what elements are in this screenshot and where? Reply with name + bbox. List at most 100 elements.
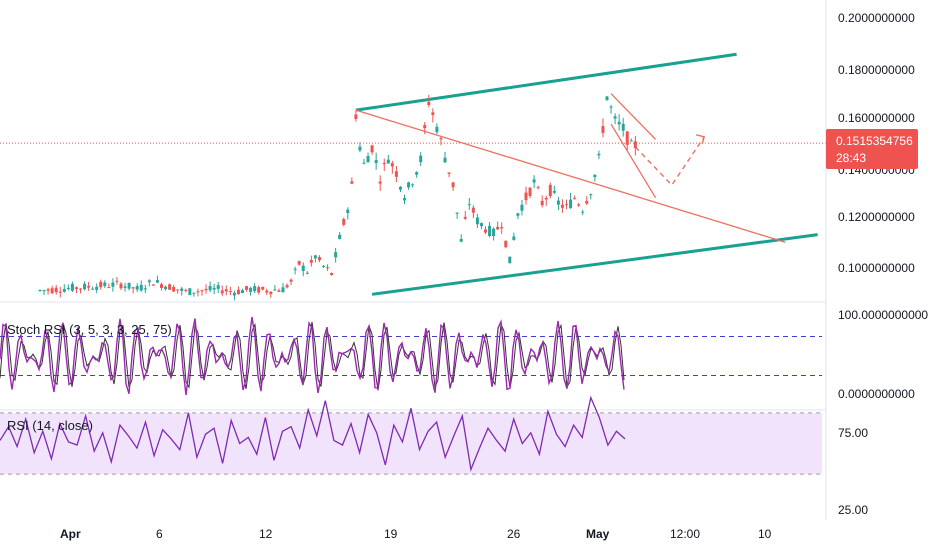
candle-body bbox=[168, 284, 172, 290]
candle-body bbox=[560, 204, 564, 208]
time-tick-12: 12 bbox=[259, 527, 273, 541]
candle-body bbox=[427, 101, 431, 105]
candle-body bbox=[220, 290, 224, 294]
candle-body bbox=[374, 160, 378, 164]
candle-body bbox=[204, 288, 208, 291]
stoch-k-line bbox=[0, 316, 625, 396]
last-price-tag-bg bbox=[826, 129, 918, 169]
price-tick-0: 0.2000000000 bbox=[838, 11, 915, 25]
candle-body bbox=[228, 291, 232, 293]
candle-body bbox=[281, 287, 285, 293]
candle-body bbox=[265, 290, 269, 293]
candle-body bbox=[581, 211, 585, 213]
candle-body bbox=[536, 187, 540, 189]
candle-body bbox=[471, 207, 475, 213]
candle-body bbox=[58, 291, 62, 293]
candle-body bbox=[212, 287, 216, 290]
rsi-pane[interactable] bbox=[0, 395, 822, 475]
candle-body bbox=[123, 286, 127, 288]
candle-body bbox=[50, 288, 54, 294]
descending-trend-line bbox=[355, 109, 786, 243]
candle-body bbox=[131, 287, 135, 289]
candle-body bbox=[540, 200, 544, 206]
candle-body bbox=[107, 287, 111, 289]
candle-body bbox=[585, 200, 589, 204]
candle-body bbox=[147, 280, 151, 283]
candle-body bbox=[305, 272, 309, 274]
candle-body bbox=[245, 286, 249, 290]
candle-body bbox=[326, 267, 330, 269]
candle-body bbox=[273, 289, 277, 291]
candle-body bbox=[346, 209, 350, 213]
candle-body bbox=[544, 197, 548, 200]
candle-body bbox=[613, 116, 617, 119]
candle-body bbox=[164, 286, 168, 290]
last-price-value: 0.1515354756 bbox=[836, 134, 913, 148]
candle-body bbox=[139, 284, 143, 291]
candle-body bbox=[188, 288, 192, 295]
flag-lower-line bbox=[610, 123, 657, 199]
rsi-label[interactable]: RSI (14, close) bbox=[7, 418, 93, 433]
stoch-rsi-pane[interactable] bbox=[0, 316, 822, 396]
candle-body bbox=[496, 226, 500, 230]
candle-body bbox=[439, 138, 443, 140]
rsi-axis-tick-25: 25.00 bbox=[838, 503, 868, 517]
candle-body bbox=[309, 259, 313, 263]
candle-body bbox=[172, 286, 176, 292]
price-tick-2: 0.1600000000 bbox=[838, 111, 915, 125]
price-tick-5: 0.1000000000 bbox=[838, 261, 915, 275]
candle-body bbox=[277, 290, 281, 292]
candle-body bbox=[91, 288, 95, 290]
drawings-layer[interactable] bbox=[355, 52, 818, 296]
candle-body bbox=[74, 287, 78, 290]
candle-body bbox=[459, 238, 463, 242]
candle-body bbox=[176, 289, 180, 291]
stoch-axis-tick-0: 0.0000000000 bbox=[838, 387, 915, 401]
candle-body bbox=[516, 213, 520, 216]
time-tick-10: 10 bbox=[758, 527, 772, 541]
candle-body bbox=[378, 181, 382, 184]
candle-body bbox=[257, 287, 261, 293]
candle-body bbox=[593, 174, 597, 178]
candle-body bbox=[431, 112, 435, 115]
candle-body bbox=[362, 162, 366, 164]
candle-body bbox=[42, 290, 46, 292]
time-axis[interactable]: Apr 6 12 19 26 May 12:00 10 bbox=[60, 527, 772, 541]
candle-body bbox=[46, 289, 50, 291]
candle-body bbox=[589, 194, 593, 196]
price-tick-4: 0.1200000000 bbox=[838, 210, 915, 224]
time-tick-26: 26 bbox=[507, 527, 521, 541]
candle-body bbox=[492, 228, 496, 237]
candles-layer bbox=[38, 94, 637, 301]
candle-body bbox=[435, 126, 439, 133]
candle-body bbox=[241, 290, 244, 294]
candle-body bbox=[403, 198, 406, 201]
stoch-rsi-label[interactable]: Stoch RSI (3, 5, 3, 3, 25, 75) bbox=[7, 322, 172, 337]
time-tick-may: May bbox=[586, 527, 610, 541]
candle-body bbox=[232, 292, 236, 296]
candle-body bbox=[358, 146, 362, 151]
time-tick-19: 19 bbox=[384, 527, 398, 541]
candle-body bbox=[354, 114, 358, 119]
candle-body bbox=[115, 280, 119, 282]
candle-body bbox=[386, 159, 390, 164]
candle-body bbox=[249, 287, 253, 292]
candle-body bbox=[196, 291, 200, 293]
candle-body bbox=[297, 261, 301, 265]
candle-body bbox=[463, 216, 467, 219]
candle-body bbox=[184, 289, 188, 291]
candle-body bbox=[143, 288, 147, 290]
candle-body bbox=[625, 131, 629, 145]
candle-body bbox=[520, 204, 524, 211]
candle-body bbox=[236, 289, 240, 295]
candle-body bbox=[467, 204, 471, 206]
candle-body bbox=[629, 140, 633, 142]
candle-body bbox=[605, 96, 609, 101]
candle-body bbox=[524, 192, 528, 201]
candle-body bbox=[528, 187, 532, 196]
candle-body bbox=[552, 190, 556, 193]
grid-layer bbox=[0, 0, 827, 520]
stoch-d-line bbox=[0, 321, 625, 391]
